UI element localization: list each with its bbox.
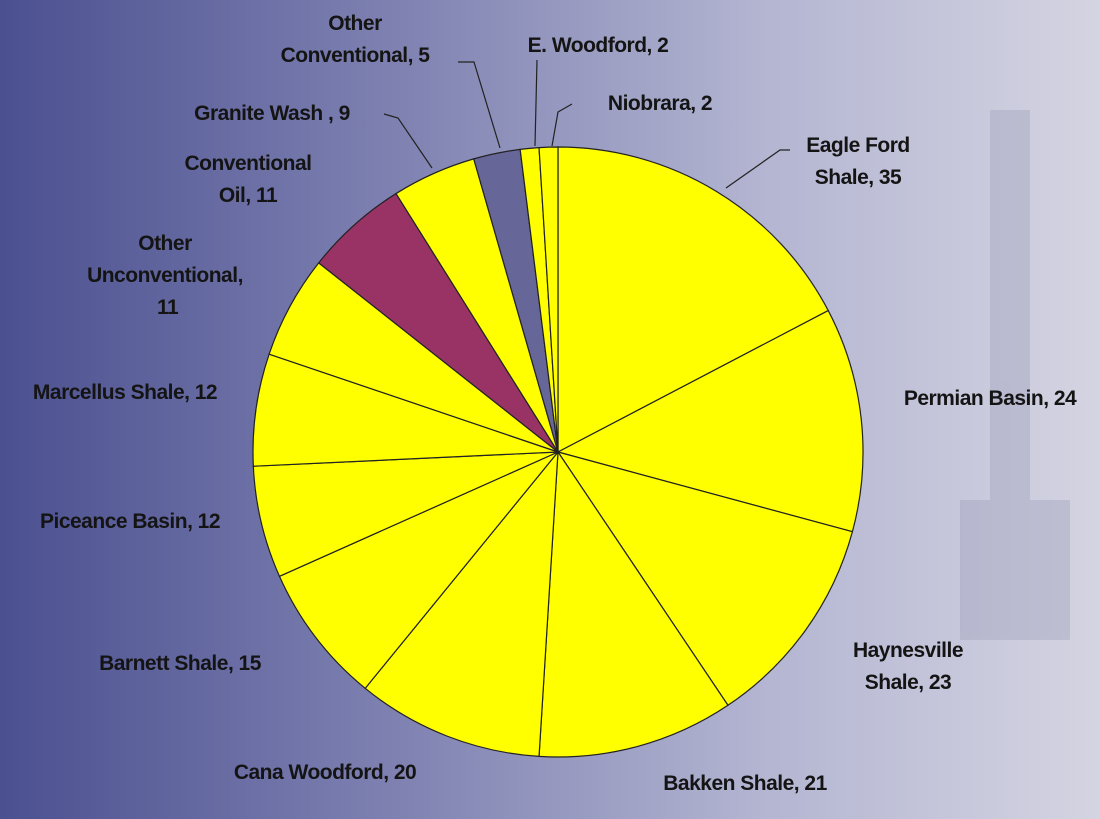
- category-label: Other Conventional,: [281, 12, 413, 67]
- category-label: E. Woodford,: [528, 34, 652, 57]
- slice-label: Haynesville Shale,23: [833, 635, 983, 699]
- page: (() => { const data = JSON.parse(documen…: [0, 0, 1100, 819]
- slice-label: Barnett Shale, 15: [30, 648, 330, 680]
- category-label: Cana Woodford,: [234, 761, 389, 784]
- slice-label: Granite Wash , 9: [142, 98, 402, 130]
- value-label: 24: [1054, 383, 1076, 415]
- category-label: Piceance Basin,: [40, 510, 192, 533]
- value-label: 2: [701, 88, 712, 120]
- category-label: Permian Basin,: [904, 387, 1049, 410]
- value-label: 2: [657, 30, 668, 62]
- category-label: Niobrara,: [608, 92, 696, 115]
- slice-label: Permian Basin,24: [903, 383, 1078, 415]
- slice-label: Bakken Shale,21: [595, 768, 895, 800]
- value-label: 5: [418, 40, 429, 72]
- value-label: 35: [879, 162, 901, 194]
- category-label: Other Unconventional,: [87, 232, 243, 287]
- category-label: Marcellus Shale,: [33, 381, 190, 404]
- slice-label: Conventional Oil,11: [171, 148, 326, 212]
- category-label: Barnett Shale,: [99, 652, 233, 675]
- slice-label: E. Woodford,2: [488, 30, 708, 62]
- category-label: Bakken Shale,: [663, 772, 799, 795]
- slice-label: Eagle Ford Shale,35: [778, 130, 938, 194]
- value-label: 12: [195, 377, 217, 409]
- category-label: Conventional Oil,: [184, 152, 311, 207]
- value-label: 9: [339, 98, 350, 130]
- value-label: 11: [256, 180, 277, 212]
- value-label: 11: [157, 292, 178, 324]
- slice-label: Niobrara,2: [560, 88, 760, 120]
- slice-label: Other Unconventional, 11: [78, 228, 253, 324]
- value-label: 21: [804, 768, 826, 800]
- category-label: Granite Wash ,: [194, 102, 333, 125]
- value-label: 15: [239, 648, 261, 680]
- slice-label: Marcellus Shale,12: [30, 377, 220, 409]
- value-label: 12: [198, 506, 220, 538]
- rig-silhouette: [960, 110, 1070, 640]
- value-label: 23: [929, 667, 951, 699]
- slice-label: Piceance Basin, 12: [35, 506, 225, 538]
- slice-label: Cana Woodford,20: [230, 757, 420, 789]
- slice-label: Other Conventional,5: [273, 8, 438, 72]
- value-label: 20: [394, 757, 416, 789]
